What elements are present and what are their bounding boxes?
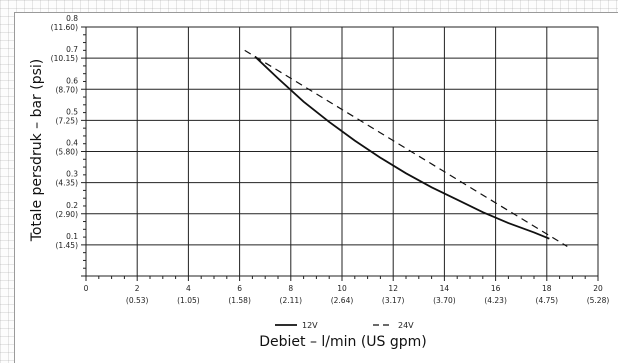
legend-label-24v: 24V — [398, 321, 414, 330]
x-tick-label: 12 — [388, 284, 398, 293]
y-tick-sublabel: (8.70) — [55, 85, 78, 94]
y-tick-label: 0.3 — [66, 170, 78, 179]
y-tick-label: 0.7 — [66, 45, 78, 54]
x-tick-label: 10 — [337, 284, 347, 293]
series-layer — [244, 49, 568, 247]
x-tick-sublabel: (0.53) — [126, 296, 149, 305]
legend: 12V 24V — [275, 321, 414, 330]
x-tick-sublabel: (4.23) — [484, 296, 507, 305]
x-tick-sublabel: (3.17) — [382, 296, 405, 305]
x-axis-title: Debiet – l/min (US gpm) — [259, 334, 427, 350]
y-tick-sublabel: (10.15) — [51, 54, 78, 63]
x-tick-sublabel: (1.58) — [228, 296, 251, 305]
x-tick-sublabel: (4.75) — [536, 296, 559, 305]
series-line-24v — [244, 49, 568, 247]
y-tick-label: 0.6 — [66, 76, 78, 85]
legend-label-12v: 12V — [302, 321, 318, 330]
y-tick-sublabel: (11.60) — [51, 23, 78, 32]
x-tick-label: 2 — [135, 284, 140, 293]
grid-layer — [86, 27, 598, 276]
x-tick-sublabel: (2.64) — [331, 296, 354, 305]
x-tick-label: 4 — [186, 284, 191, 293]
y-tick-label: 0.5 — [66, 107, 78, 116]
axis-layer — [81, 26, 599, 281]
y-tick-sublabel: (7.25) — [55, 116, 78, 125]
y-tick-label: 0.8 — [66, 14, 78, 23]
x-tick-label: 6 — [237, 284, 242, 293]
x-tick-label: 16 — [491, 284, 501, 293]
y-axis-title: Totale persdruk – bar (psi) — [29, 59, 45, 243]
y-tick-sublabel: (4.35) — [55, 179, 78, 188]
y-tick-label: 0.4 — [66, 139, 78, 148]
y-tick-label: 0.2 — [66, 201, 78, 210]
x-tick-label: 18 — [542, 284, 552, 293]
y-tick-sublabel: (5.80) — [55, 148, 78, 157]
x-tick-sublabel: (1.05) — [177, 296, 200, 305]
x-tick-label: 20 — [593, 284, 603, 293]
x-tick-sublabel: (3.70) — [433, 296, 456, 305]
x-tick-label: 14 — [440, 284, 450, 293]
y-tick-sublabel: (1.45) — [55, 241, 78, 250]
x-tick-label: 8 — [288, 284, 293, 293]
chart-frame — [14, 12, 618, 363]
label-layer: 0 2 (0.53) 4 (1.05) 6 (1.58) 8 (2.11) 10 (2.64) 12 (… — [51, 14, 610, 305]
y-tick-label: 0.1 — [66, 232, 78, 241]
series-line-12v — [254, 55, 550, 240]
y-tick-sublabel: (2.90) — [55, 210, 78, 219]
x-tick-sublabel: (5.28) — [587, 296, 610, 305]
x-tick-sublabel: (2.11) — [280, 296, 303, 305]
x-tick-label: 0 — [84, 284, 89, 293]
